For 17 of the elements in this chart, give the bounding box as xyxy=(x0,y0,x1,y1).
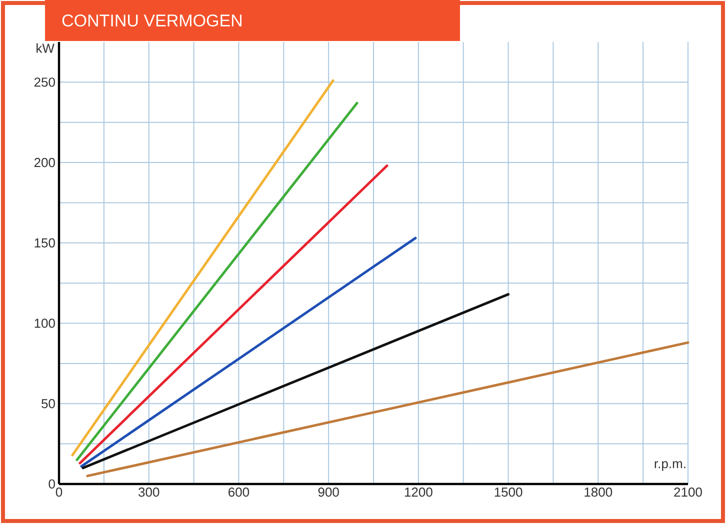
x-tick-label: 300 xyxy=(138,488,160,497)
x-tick-label: 900 xyxy=(318,488,339,497)
x-tick-label: 0 xyxy=(56,488,62,497)
x-tick-label: 600 xyxy=(228,488,250,497)
x-tick-label: 1200 xyxy=(404,488,432,497)
x-tick-label: 1800 xyxy=(584,488,612,497)
y-tick-label: 200 xyxy=(34,158,55,168)
chart-title: CONTINU VERMOGEN xyxy=(62,14,242,27)
x-tick-label: 1500 xyxy=(494,488,522,497)
y-tick-label: 100 xyxy=(34,318,55,328)
x-axis-title: r.p.m. xyxy=(654,461,686,471)
x-tick-label: 2100 xyxy=(674,488,702,497)
y-tick-label: 50 xyxy=(42,399,55,408)
y-tick-label: 0 xyxy=(48,479,55,489)
y-axis-title: kW xyxy=(36,43,54,53)
y-tick-label: 150 xyxy=(34,238,55,248)
y-tick-label: 250 xyxy=(34,78,55,87)
